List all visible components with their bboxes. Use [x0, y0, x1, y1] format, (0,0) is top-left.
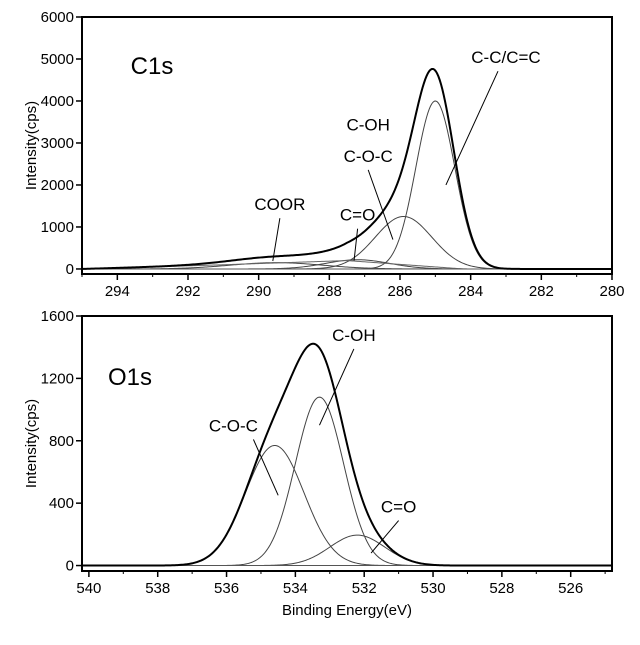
c1s-y-tick-label: 0	[66, 261, 74, 278]
c1s-y-tick-label: 4000	[41, 93, 74, 110]
o1s-annotations: C-O-C C-OH C=O	[209, 326, 416, 553]
c1s-annotation-c-oh: C-OH	[346, 115, 389, 134]
c1s-fit-envelope	[82, 69, 612, 269]
c1s-x-tick-label: 290	[246, 283, 271, 300]
o1s-y-tick-label: 800	[49, 433, 74, 450]
o1s-curves	[82, 344, 612, 566]
o1s-x-tick-label: 534	[283, 580, 308, 597]
c1s-x-tick-label: 282	[529, 283, 554, 300]
o1s-annotation-c-o: C=O	[381, 498, 416, 517]
c1s-annotation-c-o: C=O	[340, 206, 375, 225]
o1s-x-tick-label: 526	[558, 580, 583, 597]
o1s-panel-label: O1s	[108, 364, 152, 391]
c1s-y-tick-label: 6000	[41, 9, 74, 26]
c1s-x-tick-label: 280	[599, 283, 624, 300]
c1s-y-tick-label: 5000	[41, 51, 74, 68]
o1s-annotation-c-o-c: C-O-C	[209, 416, 258, 435]
c1s-annotation-c-c-c-c: C-C/C=C	[471, 48, 540, 67]
o1s-y-tick-label: 400	[49, 495, 74, 512]
o1s-component-c-o-c	[82, 445, 612, 565]
o1s-component-c-o	[82, 535, 612, 565]
c1s-x-tick-label: 288	[317, 283, 342, 300]
c1s-panel-label: C1s	[131, 53, 174, 80]
c1s-annotation-coor: COOR	[254, 195, 305, 214]
c1s-curves	[82, 69, 612, 269]
o1s-annotation-leader-0	[253, 439, 278, 495]
o1s-fit-envelope	[82, 344, 612, 566]
o1s-component-c-oh	[82, 397, 612, 565]
o1s-x-tick-label: 530	[421, 580, 446, 597]
o1s-annotation-leader-2	[371, 521, 399, 554]
c1s-panel: COOR C=O C-OH C-O-C C-C/C=C 294 292 290 288 286 2…	[23, 9, 625, 300]
o1s-x-tick-label: 532	[352, 580, 377, 597]
c1s-annotation-leader-0	[273, 218, 280, 261]
c1s-x-tick-label: 284	[458, 283, 483, 300]
o1s-y-tick-label: 1200	[41, 370, 74, 387]
o1s-x-tick-label: 538	[145, 580, 170, 597]
o1s-x-axis-label: Binding Energy(eV)	[282, 602, 412, 619]
o1s-x-tick-label: 540	[76, 580, 101, 597]
c1s-component-c-o	[82, 260, 612, 269]
o1s-annotation-c-oh: C-OH	[332, 326, 375, 345]
o1s-y-axis-label: Intensity(cps)	[23, 399, 40, 488]
o1s-x-tick-label: 528	[489, 580, 514, 597]
o1s-y-tick-label: 0	[66, 558, 74, 575]
o1s-axes: 540 538 536 534 532 530 528 526 0 400 800 1200 1600	[41, 308, 612, 597]
c1s-annotation-leader-4	[446, 71, 498, 185]
c1s-annotation-c-o-c: C-O-C	[344, 147, 393, 166]
c1s-y-tick-label: 2000	[41, 177, 74, 194]
c1s-y-tick-label: 3000	[41, 135, 74, 152]
o1s-panel: C-O-C C-OH C=O 540 538 536 534 532 530 528 526 0 40…	[23, 308, 612, 619]
c1s-annotations: COOR C=O C-OH C-O-C C-C/C=C	[254, 48, 540, 261]
o1s-y-tick-label: 1600	[41, 308, 74, 325]
c1s-x-tick-label: 286	[387, 283, 412, 300]
c1s-y-axis-label: Intensity(cps)	[23, 101, 40, 190]
c1s-x-tick-label: 294	[105, 283, 130, 300]
c1s-x-tick-label: 292	[175, 283, 200, 300]
o1s-x-tick-label: 536	[214, 580, 239, 597]
c1s-y-tick-label: 1000	[41, 219, 74, 236]
